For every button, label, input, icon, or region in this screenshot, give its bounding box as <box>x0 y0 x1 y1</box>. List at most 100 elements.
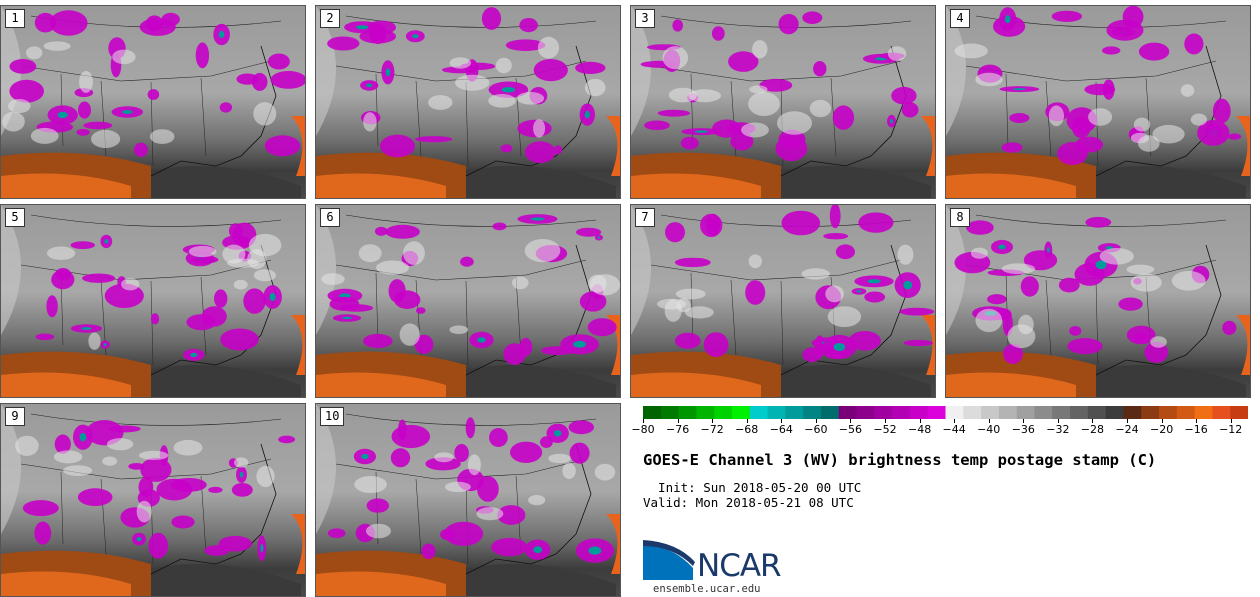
panel-number: 3 <box>635 9 655 28</box>
colorbar-segment <box>981 406 1000 419</box>
colorbar-tick-mark <box>1196 419 1198 423</box>
colorbar-segment <box>1212 406 1231 419</box>
stamp-panel-5: 5 <box>0 204 306 398</box>
chart-title: GOES-E Channel 3 (WV) brightness temp po… <box>643 451 1157 469</box>
wv-map <box>946 6 1250 198</box>
ncar-logo-text: NCAR <box>697 548 782 584</box>
colorbar-segment <box>820 406 840 419</box>
colorbar-segment <box>731 406 751 419</box>
panel-number: 4 <box>950 9 970 28</box>
wv-map <box>316 205 620 397</box>
colorbar <box>643 406 1248 419</box>
colorbar-segment <box>909 406 929 419</box>
colorbar-segment <box>1016 406 1035 419</box>
colorbar-segment <box>945 406 964 419</box>
colorbar-segment <box>1105 406 1124 419</box>
wv-map <box>1 6 305 198</box>
colorbar-tick-label: −68 <box>735 423 759 436</box>
colorbar-segment <box>1052 406 1071 419</box>
colorbar-segment <box>998 406 1018 419</box>
panel-number: 8 <box>950 208 970 227</box>
colorbar-segment <box>785 406 804 419</box>
colorbar-segment <box>892 406 911 419</box>
colorbar-tick-mark <box>1230 419 1232 423</box>
colorbar-tick-label: −44 <box>942 423 966 436</box>
colorbar-tick-mark <box>781 419 783 423</box>
wv-map <box>1 205 305 397</box>
colorbar-segment <box>714 406 733 419</box>
colorbar-segment <box>1123 406 1142 419</box>
wv-map <box>316 404 620 596</box>
colorbar-segment <box>838 406 858 419</box>
site-url: ensemble.ucar.edu <box>653 583 761 595</box>
stamp-panel-8: 8 <box>945 204 1251 398</box>
panel-number: 1 <box>5 9 25 28</box>
stamp-panel-4: 4 <box>945 5 1251 199</box>
colorbar-segment <box>927 406 946 419</box>
colorbar-tick-label: −52 <box>873 423 897 436</box>
init-time: Init: Sun 2018-05-20 00 UTC <box>643 480 862 495</box>
colorbar-segment <box>1159 406 1178 419</box>
stamp-panel-1: 1 <box>0 5 306 199</box>
colorbar-tick-mark <box>712 419 714 423</box>
colorbar-segment <box>660 406 680 419</box>
colorbar-segment <box>696 406 715 419</box>
colorbar-tick-mark <box>643 419 644 423</box>
colorbar-tick-mark <box>988 419 990 423</box>
colorbar-tick-label: −16 <box>1184 423 1208 436</box>
colorbar-tick-mark <box>1127 419 1128 423</box>
colorbar-tick-label: −76 <box>665 423 690 436</box>
colorbar-tick-label: −56 <box>838 423 862 436</box>
colorbar-tick-mark <box>746 419 748 423</box>
colorbar-tick-mark <box>1092 419 1094 423</box>
colorbar-segment <box>1194 406 1213 419</box>
colorbar-segment <box>856 406 875 419</box>
colorbar-tick-label: −80 <box>631 423 655 436</box>
stamp-panel-10: 10 <box>315 403 621 597</box>
wv-map <box>316 6 620 198</box>
colorbar-segment <box>874 406 893 419</box>
colorbar-segment <box>1141 406 1160 419</box>
colorbar-segment <box>1034 406 1053 419</box>
colorbar-segment <box>963 406 982 419</box>
panel-number: 9 <box>5 407 25 426</box>
colorbar-tick-label: −40 <box>977 423 1001 436</box>
stamp-panel-9: 9 <box>0 403 306 597</box>
colorbar-tick-label: −24 <box>1115 423 1139 436</box>
colorbar-segment <box>643 406 662 419</box>
colorbar-tick-mark <box>954 419 956 423</box>
colorbar-tick-mark <box>885 419 886 423</box>
colorbar-tick-mark <box>677 419 679 423</box>
colorbar-tick-mark <box>919 419 921 423</box>
colorbar-tick-mark <box>1161 419 1163 423</box>
colorbar-tick-label: −32 <box>1046 423 1070 436</box>
colorbar-tick-label: −60 <box>804 423 828 436</box>
panel-number: 6 <box>320 208 340 227</box>
colorbar-segment <box>678 406 697 419</box>
colorbar-tick-mark <box>1057 419 1059 423</box>
wv-map <box>1 404 305 596</box>
colorbar-segment <box>1087 406 1107 419</box>
colorbar-tick-mark <box>850 419 852 423</box>
panel-number: 10 <box>320 407 345 426</box>
colorbar-tick-label: −36 <box>1011 423 1035 436</box>
wv-map <box>946 205 1250 397</box>
colorbar-segment <box>1230 406 1248 419</box>
panel-number: 7 <box>635 208 655 227</box>
colorbar-tick-label: −12 <box>1219 423 1243 436</box>
colorbar-segment <box>1070 406 1089 419</box>
valid-time: Valid: Mon 2018-05-21 08 UTC <box>643 495 854 510</box>
stamp-panel-3: 3 <box>630 5 936 199</box>
stamp-panel-6: 6 <box>315 204 621 398</box>
stamp-panel-7: 7 <box>630 204 936 398</box>
colorbar-tick-mark <box>815 419 817 423</box>
colorbar-tick-label: −20 <box>1149 423 1174 436</box>
colorbar-segment <box>767 406 786 419</box>
wv-map <box>631 205 935 397</box>
colorbar-tick-label: −72 <box>700 423 724 436</box>
colorbar-segment <box>803 406 822 419</box>
stamp-panel-2: 2 <box>315 5 621 199</box>
colorbar-tick-label: −48 <box>907 423 932 436</box>
colorbar-segment <box>1176 406 1196 419</box>
panel-number: 2 <box>320 9 340 28</box>
